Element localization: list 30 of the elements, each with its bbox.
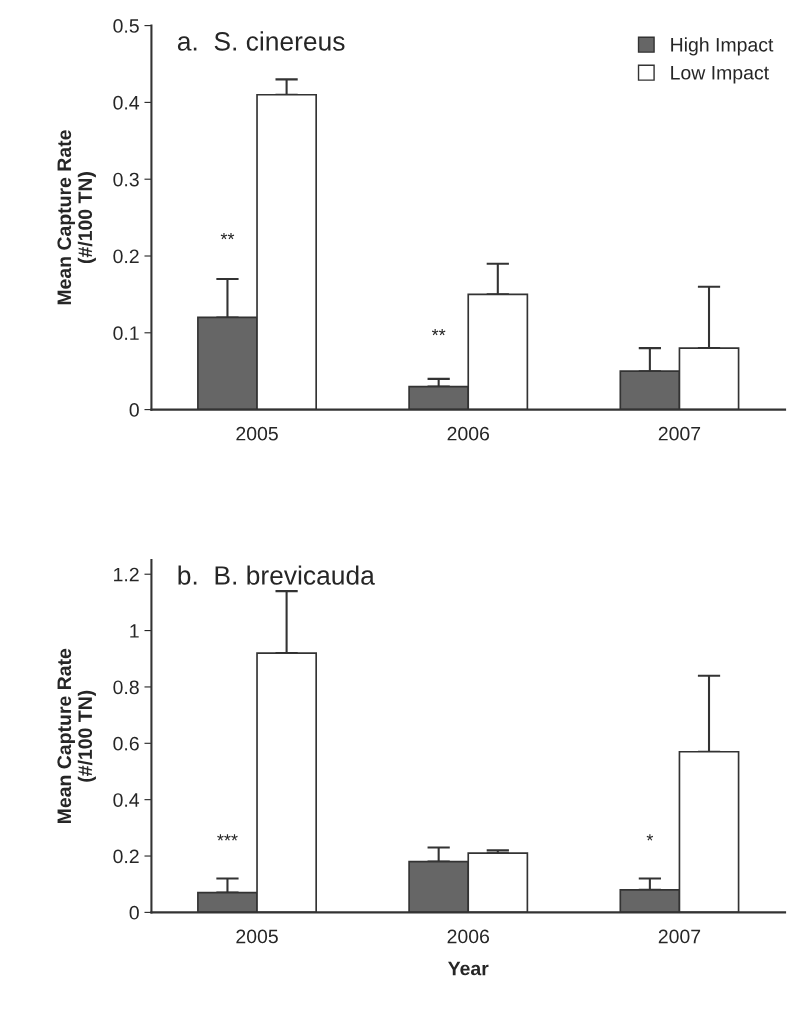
y-tick-label: 0.4 [113,95,140,110]
x-axis-title: Year [448,961,489,976]
y-tick-label: 0.8 [113,680,139,695]
x-tick-label: 2005 [236,929,278,944]
y-tick-label: 0.4 [113,793,140,807]
y-axis-title: Mean Capture Rate (#/100 TN) [57,648,96,824]
annotation: * [646,834,654,841]
annotation: ** [431,328,446,336]
y-tick-label: 0.2 [113,849,139,864]
y-tick-label: 1 [130,624,139,638]
y-tick-label: 0.6 [113,736,139,751]
chart-title: b. B. brevicauda [178,565,375,585]
y-axis-title: Mean Capture Rate (#/100 TN) [57,130,96,305]
y-tick-label: 0.1 [113,326,139,341]
y-tick-label: 0.5 [113,19,139,33]
x-tick-label: 2006 [447,426,490,441]
legend-label: High Impact [671,37,774,56]
x-tick-label: 2007 [658,929,701,944]
y-tick-label: 0 [129,403,139,417]
x-tick-label: 2005 [236,426,278,441]
y-tick-label: 1.2 [114,567,139,582]
annotation: ** [220,232,235,240]
y-tick-label: 0.2 [113,249,139,264]
annotation: *** [217,834,238,841]
x-tick-label: 2007 [658,426,701,441]
legend-label: Low Impact [671,66,769,84]
y-tick-label: 0.3 [113,172,139,187]
y-tick-label: 0 [129,905,139,920]
x-tick-label: 2006 [447,929,490,944]
chart-title: a. S. cinereus [177,31,345,51]
